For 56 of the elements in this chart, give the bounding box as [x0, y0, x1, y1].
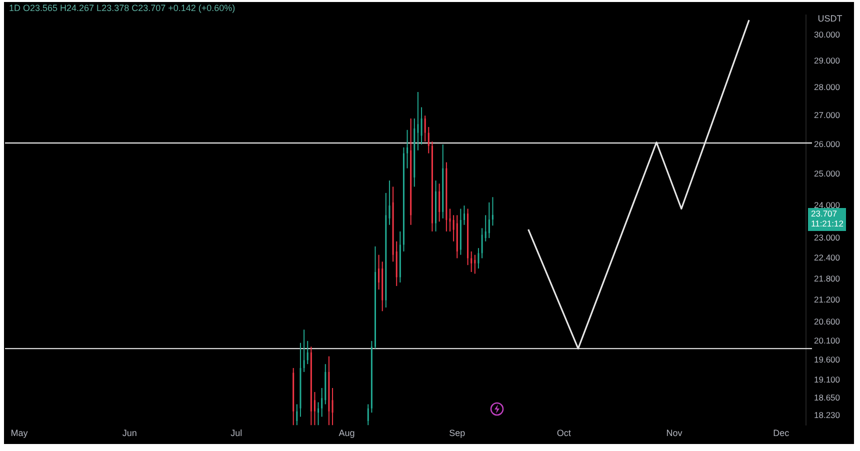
x-tick-label: Dec [773, 428, 790, 438]
candlestick [318, 402, 320, 426]
y-tick-label: 24.000 [814, 200, 840, 210]
y-tick-label: 23.000 [814, 232, 840, 242]
candlestick [321, 387, 323, 418]
candlestick [481, 228, 483, 259]
candlestick [449, 208, 451, 232]
candlestick [438, 183, 440, 222]
candlestick [296, 404, 298, 426]
candlestick [306, 340, 308, 365]
candlestick [452, 214, 454, 242]
candlestick [484, 214, 486, 242]
candlestick [424, 115, 426, 142]
candlestick [374, 246, 376, 350]
candlestick [314, 392, 316, 426]
candlestick [470, 250, 472, 272]
candlestick [428, 126, 430, 154]
text: 23.707 11:21:12 [811, 208, 844, 228]
candlestick [332, 387, 334, 426]
candlestick [492, 196, 494, 226]
candlestick [417, 91, 419, 151]
y-tick-label: 29.000 [814, 55, 840, 66]
y-tick-label: 21.200 [814, 294, 840, 305]
candlestick [303, 329, 305, 372]
y-axis-title: USDT [818, 14, 843, 24]
x-tick-label: May [10, 428, 28, 438]
candlestick [388, 180, 390, 226]
text: 1D O23.565 H24.267 L23.378 C23.707 +0.142 (+0.60%) [9, 2, 236, 13]
y-tick-label: 20.600 [814, 316, 840, 327]
candlestick [435, 180, 437, 232]
y-tick-label: 28.000 [814, 82, 840, 92]
y-tick-label: 30.000 [814, 30, 840, 40]
y-tick-label: 19.100 [814, 374, 840, 384]
candlestick [420, 106, 422, 145]
x-tick-label: Sep [449, 428, 466, 438]
x-tick-label: Aug [338, 428, 355, 438]
y-tick-label: 20.100 [814, 335, 840, 346]
y-tick-label: 19.600 [814, 354, 840, 365]
candlestick [406, 129, 408, 169]
candlestick [478, 248, 480, 270]
x-tick-label: Jul [230, 428, 242, 438]
y-tick-label: 26.000 [814, 138, 840, 149]
y-tick-label: 22.400 [814, 252, 840, 263]
y-tick-label: 18.230 [814, 410, 840, 420]
candlestick [488, 202, 490, 239]
y-tick-label: 21.800 [814, 273, 840, 284]
candlestick [378, 254, 380, 290]
y-tick-label: 27.000 [814, 110, 840, 120]
x-tick-label: Oct [556, 428, 572, 438]
candlestick [463, 205, 465, 226]
y-tick-label: 18.650 [814, 392, 840, 402]
y-tick-label: 25.000 [814, 168, 840, 179]
candlestick [474, 254, 476, 274]
candlestick [367, 404, 369, 426]
x-tick-label: Jun [122, 428, 137, 438]
x-tick-label: Nov [666, 428, 683, 438]
